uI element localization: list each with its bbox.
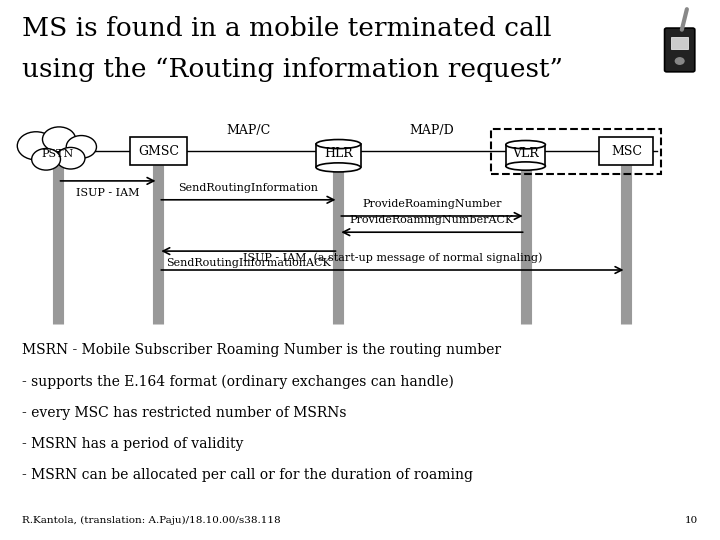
Text: - MSRN can be allocated per call or for the duration of roaming: - MSRN can be allocated per call or for … bbox=[22, 468, 472, 482]
Text: SendRoutingInformation: SendRoutingInformation bbox=[179, 183, 318, 193]
Circle shape bbox=[56, 147, 85, 169]
Text: ISUP - IAM: ISUP - IAM bbox=[76, 188, 140, 198]
Text: SendRoutingInformationACK: SendRoutingInformationACK bbox=[166, 258, 330, 268]
Text: MS is found in a mobile terminated call: MS is found in a mobile terminated call bbox=[22, 16, 551, 41]
Ellipse shape bbox=[505, 162, 546, 170]
Ellipse shape bbox=[316, 163, 361, 172]
FancyBboxPatch shape bbox=[665, 28, 695, 72]
Text: PSTN: PSTN bbox=[42, 149, 73, 159]
Text: using the “Routing information request”: using the “Routing information request” bbox=[22, 57, 562, 82]
Text: MSRN - Mobile Subscriber Roaming Number is the routing number: MSRN - Mobile Subscriber Roaming Number … bbox=[22, 343, 500, 357]
Text: GMSC: GMSC bbox=[138, 145, 179, 158]
Text: R.Kantola, (translation: A.Paju)/18.10.00/s38.118: R.Kantola, (translation: A.Paju)/18.10.0… bbox=[22, 516, 280, 525]
Text: ProvideRoamingNumber: ProvideRoamingNumber bbox=[362, 199, 502, 209]
Text: VLR: VLR bbox=[512, 147, 539, 160]
Text: - every MSC has restricted number of MSRNs: - every MSC has restricted number of MSR… bbox=[22, 406, 346, 420]
FancyBboxPatch shape bbox=[599, 137, 654, 165]
Text: ISUP - IAM  (a start-up message of normal signaling): ISUP - IAM (a start-up message of normal… bbox=[243, 252, 542, 263]
Text: 10: 10 bbox=[685, 516, 698, 525]
FancyBboxPatch shape bbox=[130, 137, 187, 165]
Text: ProvideRoamingNumberACK: ProvideRoamingNumberACK bbox=[350, 215, 514, 225]
Text: MAP/D: MAP/D bbox=[410, 124, 454, 137]
Text: - supports the E.164 format (ordinary exchanges can handle): - supports the E.164 format (ordinary ex… bbox=[22, 374, 454, 389]
FancyBboxPatch shape bbox=[316, 144, 361, 167]
Ellipse shape bbox=[316, 139, 361, 148]
Text: - MSRN has a period of validity: - MSRN has a period of validity bbox=[22, 437, 243, 451]
FancyBboxPatch shape bbox=[505, 145, 546, 166]
FancyBboxPatch shape bbox=[671, 37, 688, 49]
Circle shape bbox=[42, 127, 76, 152]
Text: HLR: HLR bbox=[324, 147, 353, 160]
Circle shape bbox=[675, 58, 684, 64]
Text: MAP/C: MAP/C bbox=[226, 124, 271, 137]
Circle shape bbox=[32, 148, 60, 170]
Circle shape bbox=[17, 132, 55, 160]
Text: MSC: MSC bbox=[611, 145, 642, 158]
Circle shape bbox=[66, 136, 96, 158]
Ellipse shape bbox=[505, 140, 546, 149]
